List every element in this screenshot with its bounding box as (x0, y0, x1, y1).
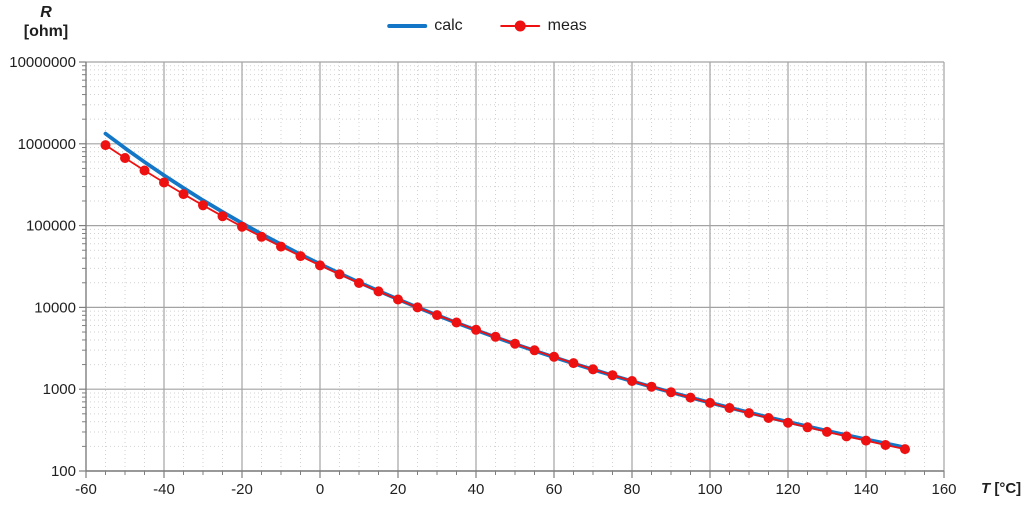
x-tick-label: 0 (316, 481, 324, 498)
meas-data-point (198, 200, 208, 211)
meas-data-point (451, 317, 462, 328)
y-tick-label: 10000 (34, 299, 76, 316)
calc-line-swatch-icon (387, 24, 428, 28)
x-tick-label: 60 (546, 481, 563, 498)
meas-data-point (295, 251, 306, 262)
meas-data-point (471, 324, 481, 335)
x-tick-label: 120 (775, 481, 800, 498)
meas-data-point (607, 370, 618, 381)
x-tick-labels: -60 -40 -20 0 20 40 60 80 100 120 140 160 (75, 481, 956, 498)
x-tick-label: -40 (153, 481, 175, 498)
meas-data-point (159, 177, 169, 188)
series-meas-markers (100, 140, 910, 455)
meas-data-point (217, 211, 228, 222)
meas-data-point (529, 345, 540, 356)
meas-data-point (841, 431, 852, 442)
meas-data-point (256, 231, 267, 242)
meas-data-point (100, 140, 111, 151)
x-tick-label: 40 (468, 481, 485, 498)
y-tick-label: 10000000 (9, 54, 76, 71)
x-tick-label: -60 (75, 481, 97, 498)
series-meas-line (104, 144, 906, 451)
meas-data-point (237, 221, 247, 232)
meas-data-point (705, 397, 715, 408)
meas-data-point (880, 440, 891, 450)
x-axis-unit: [°C] (994, 480, 1022, 497)
meas-data-point (412, 302, 423, 313)
meas-data-point (724, 403, 735, 413)
y-axis-symbol: R (40, 4, 52, 21)
meas-data-point (568, 358, 579, 369)
legend: calc meas (387, 17, 587, 35)
meas-data-point (139, 165, 150, 176)
meas-data-point (373, 286, 384, 297)
meas-data-point (783, 417, 793, 428)
meas-data-point (393, 294, 403, 305)
minor-gridlines (86, 62, 944, 471)
meas-data-point (588, 364, 598, 375)
y-tick-label: 100000 (26, 218, 76, 235)
x-tick-label: 160 (931, 481, 956, 498)
meas-line-swatch-icon (500, 20, 541, 32)
meas-data-point (744, 408, 754, 419)
y-tick-label: 1000 (43, 381, 76, 398)
y-tick-label: 1000000 (18, 136, 76, 153)
y-tick-label: 100 (51, 463, 76, 480)
x-tick-label: 100 (697, 481, 722, 498)
meas-data-point (627, 376, 637, 386)
meas-data-point (646, 381, 657, 392)
meas-data-point (666, 387, 676, 398)
meas-data-point (685, 392, 696, 403)
y-axis-unit: [ohm] (23, 23, 69, 40)
meas-data-point (315, 260, 325, 271)
legend-item-calc: calc (387, 17, 463, 35)
legend-item-meas: meas (500, 17, 587, 35)
series-calc-line (103, 131, 907, 450)
meas-data-point (276, 241, 286, 252)
meas-data-point (432, 310, 442, 321)
meas-data-point (490, 331, 501, 342)
x-tick-label: 80 (624, 481, 641, 498)
axes (79, 61, 945, 478)
x-tick-label: 20 (390, 481, 407, 498)
meas-data-point (763, 413, 774, 423)
x-axis-symbol: T (981, 480, 991, 497)
x-tick-label: -20 (231, 481, 253, 498)
meas-data-point (900, 444, 910, 455)
meas-data-point (549, 351, 559, 362)
meas-data-point (822, 426, 832, 437)
meas-data-point (334, 269, 345, 280)
meas-data-point (510, 338, 520, 349)
legend-label-meas: meas (547, 17, 587, 34)
x-tick-label: 140 (853, 481, 878, 498)
x-axis-title: T [°C] (981, 480, 1021, 497)
y-axis-title: R [ohm] (12, 3, 80, 41)
meas-data-point (178, 189, 189, 200)
meas-data-point (802, 422, 813, 433)
meas-data-point (354, 278, 364, 288)
meas-data-point (861, 435, 871, 446)
meas-marker-dot-icon (515, 20, 527, 32)
legend-label-calc: calc (434, 17, 463, 34)
meas-data-point (120, 153, 130, 163)
y-tick-labels: 100 1000 10000 100000 1000000 10000000 (9, 54, 76, 480)
